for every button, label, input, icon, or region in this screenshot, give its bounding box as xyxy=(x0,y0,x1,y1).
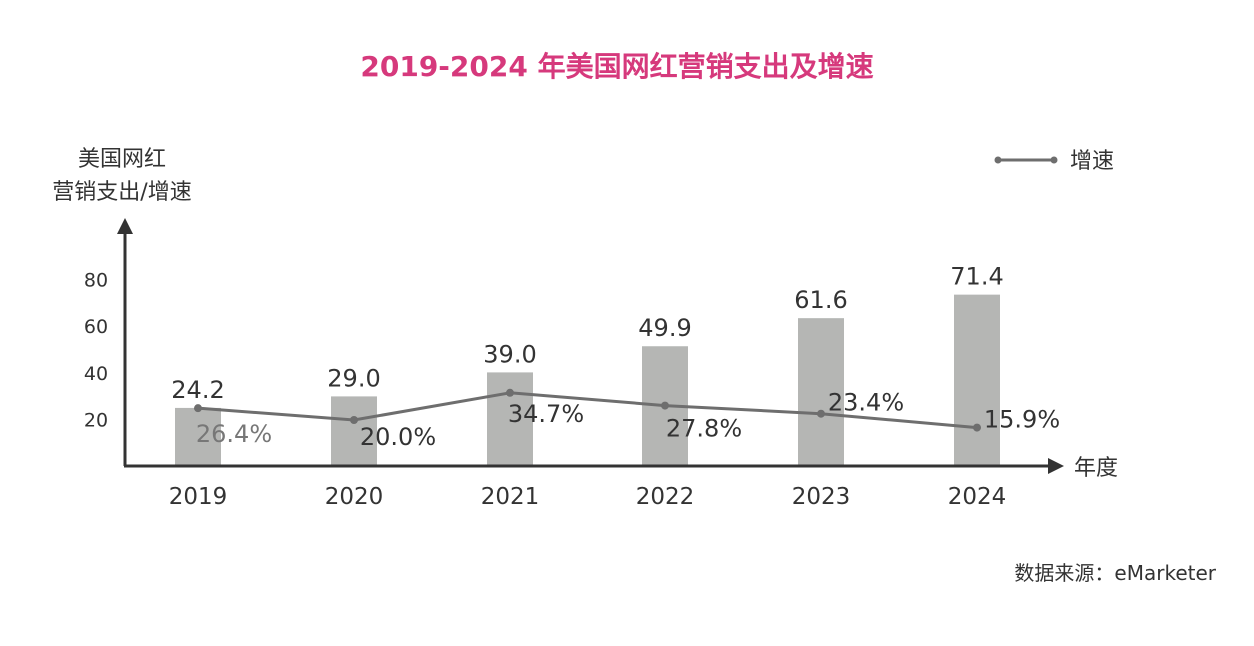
bar xyxy=(331,396,377,466)
growth-value-label: 34.7% xyxy=(508,400,584,428)
y-axis-label-line1: 美国网红 xyxy=(78,147,166,172)
legend-marker xyxy=(994,156,1002,164)
bar-value-label: 49.9 xyxy=(638,314,691,342)
growth-value-label: 20.0% xyxy=(360,423,436,451)
y-axis-arrow xyxy=(117,218,133,234)
bar-value-label: 61.6 xyxy=(794,286,847,314)
bar xyxy=(954,294,1000,466)
bar-value-label: 29.0 xyxy=(327,364,380,392)
x-axis-arrow xyxy=(1048,458,1064,474)
chart-title: 2019-2024 年美国网红营销支出及增速 xyxy=(360,50,873,83)
legend-marker xyxy=(1050,156,1058,164)
legend-label: 增速 xyxy=(1070,149,1114,174)
x-tick-label: 2022 xyxy=(636,484,695,510)
bar xyxy=(175,407,221,466)
y-axis-label-line2: 营销支出/增速 xyxy=(52,180,191,205)
bar xyxy=(798,318,844,466)
x-tick-label: 2021 xyxy=(481,484,540,510)
y-tick-label: 60 xyxy=(84,316,108,338)
x-axis-label: 年度 xyxy=(1074,456,1118,481)
bar-value-label: 39.0 xyxy=(483,340,536,368)
y-tick-label: 20 xyxy=(84,409,108,431)
growth-value-label: 15.9% xyxy=(984,406,1060,434)
growth-value-label: 26.4% xyxy=(196,420,272,448)
growth-point xyxy=(350,416,358,424)
growth-value-label: 27.8% xyxy=(666,415,742,443)
bar-value-label: 71.4 xyxy=(950,263,1003,291)
growth-point xyxy=(817,409,825,418)
y-tick-label: 40 xyxy=(84,363,108,385)
legend: 增速 xyxy=(994,149,1114,174)
source-note: 数据来源：eMarketer xyxy=(1014,561,1216,585)
growth-point xyxy=(194,404,202,413)
growth-point xyxy=(973,423,981,432)
growth-point xyxy=(506,388,514,397)
x-tick-label: 2020 xyxy=(325,484,384,510)
bar-value-label: 24.2 xyxy=(171,376,224,404)
growth-point xyxy=(661,401,669,410)
bar xyxy=(487,372,533,466)
growth-line xyxy=(197,391,978,430)
x-tick-label: 2023 xyxy=(792,484,851,510)
x-tick-label: 2024 xyxy=(948,484,1007,510)
y-tick-label: 80 xyxy=(84,270,108,292)
growth-value-label: 23.4% xyxy=(828,389,904,417)
x-tick-label: 2019 xyxy=(169,484,228,510)
